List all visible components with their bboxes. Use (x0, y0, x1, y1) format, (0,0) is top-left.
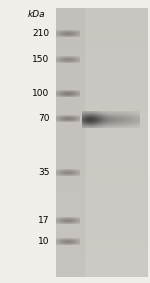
Text: 150: 150 (32, 55, 50, 64)
Text: 70: 70 (38, 114, 50, 123)
Text: 17: 17 (38, 216, 50, 225)
Text: 35: 35 (38, 168, 50, 177)
Text: 10: 10 (38, 237, 50, 246)
Text: kDa: kDa (27, 10, 45, 19)
Text: 210: 210 (32, 29, 50, 38)
Text: 100: 100 (32, 89, 50, 98)
